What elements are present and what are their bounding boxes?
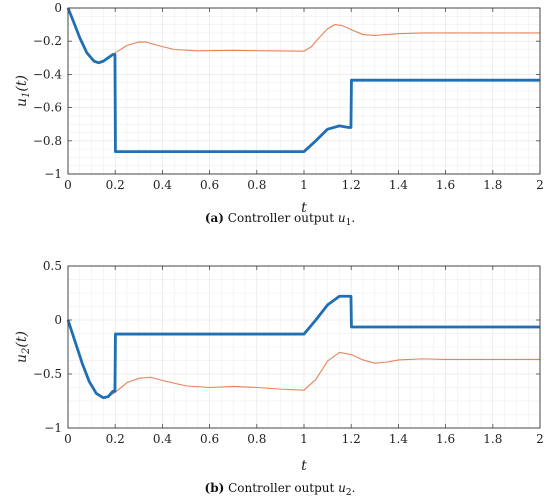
x-tick-label: 2 <box>536 432 544 446</box>
x-tick-label: 0 <box>64 178 72 192</box>
y-tick-label: −0.2 <box>33 34 62 48</box>
x-tick-label: 1.4 <box>389 432 408 446</box>
x-tick-label: 1.6 <box>436 178 455 192</box>
x-tick-label: 0.6 <box>200 432 219 446</box>
x-tick-label: 0.6 <box>200 178 219 192</box>
series-line-thick <box>66 294 540 400</box>
x-tick-label: 1.8 <box>483 432 502 446</box>
y-tick-label: −0.5 <box>33 367 62 381</box>
chart-panel-b: 0 0.2 0.4 0.6 0.8 1 1.2 1.4 1.6 1.8 2 −1 −0.5 0 0.5 t u2… <box>14 259 544 498</box>
x-tick-label: 1.6 <box>436 432 455 446</box>
x-tick-label: 0.4 <box>153 178 172 192</box>
y-tick-label: −0.6 <box>33 101 62 115</box>
y-tick-label: −1 <box>44 167 62 181</box>
x-tick-label: 0.2 <box>106 178 125 192</box>
y-tick-label: −0.8 <box>33 134 62 148</box>
x-tick-label: 0.2 <box>106 432 125 446</box>
figure-caption: (b) Controller output u2. <box>205 481 356 498</box>
series-line-thick <box>66 7 540 153</box>
x-axis-label: t <box>301 458 307 474</box>
y-axis-label: u1(t) <box>14 75 32 107</box>
x-tick-label: 0.8 <box>247 178 266 192</box>
x-tick-label: 1.2 <box>342 432 361 446</box>
y-axis-label: u2(t) <box>14 331 32 363</box>
x-tick-label: 2 <box>536 178 544 192</box>
chart-panel-a: 0 0.2 0.4 0.6 0.8 1 1.2 1.4 1.6 1.8 2 −1 −0.8 −0.6 −0.… <box>14 1 544 228</box>
x-tick-label: 1 <box>300 432 308 446</box>
x-tick-label: 1 <box>300 178 308 192</box>
x-axis-label: t <box>301 200 307 216</box>
figure-caption: (a) Controller output u1. <box>205 211 355 228</box>
x-tick-label: 1.4 <box>389 178 408 192</box>
x-tick-label: 0 <box>64 432 72 446</box>
y-tick-label: −1 <box>44 421 62 435</box>
y-tick-label: 0.5 <box>43 259 62 273</box>
x-tick-label: 0.8 <box>247 432 266 446</box>
y-tick-label: −0.4 <box>33 67 63 81</box>
x-tick-label: 1.8 <box>483 178 502 192</box>
x-tick-label: 0.4 <box>153 432 172 446</box>
y-tick-label: 0 <box>54 313 62 327</box>
x-tick-label: 1.2 <box>342 178 361 192</box>
y-tick-label: 0 <box>54 1 62 15</box>
